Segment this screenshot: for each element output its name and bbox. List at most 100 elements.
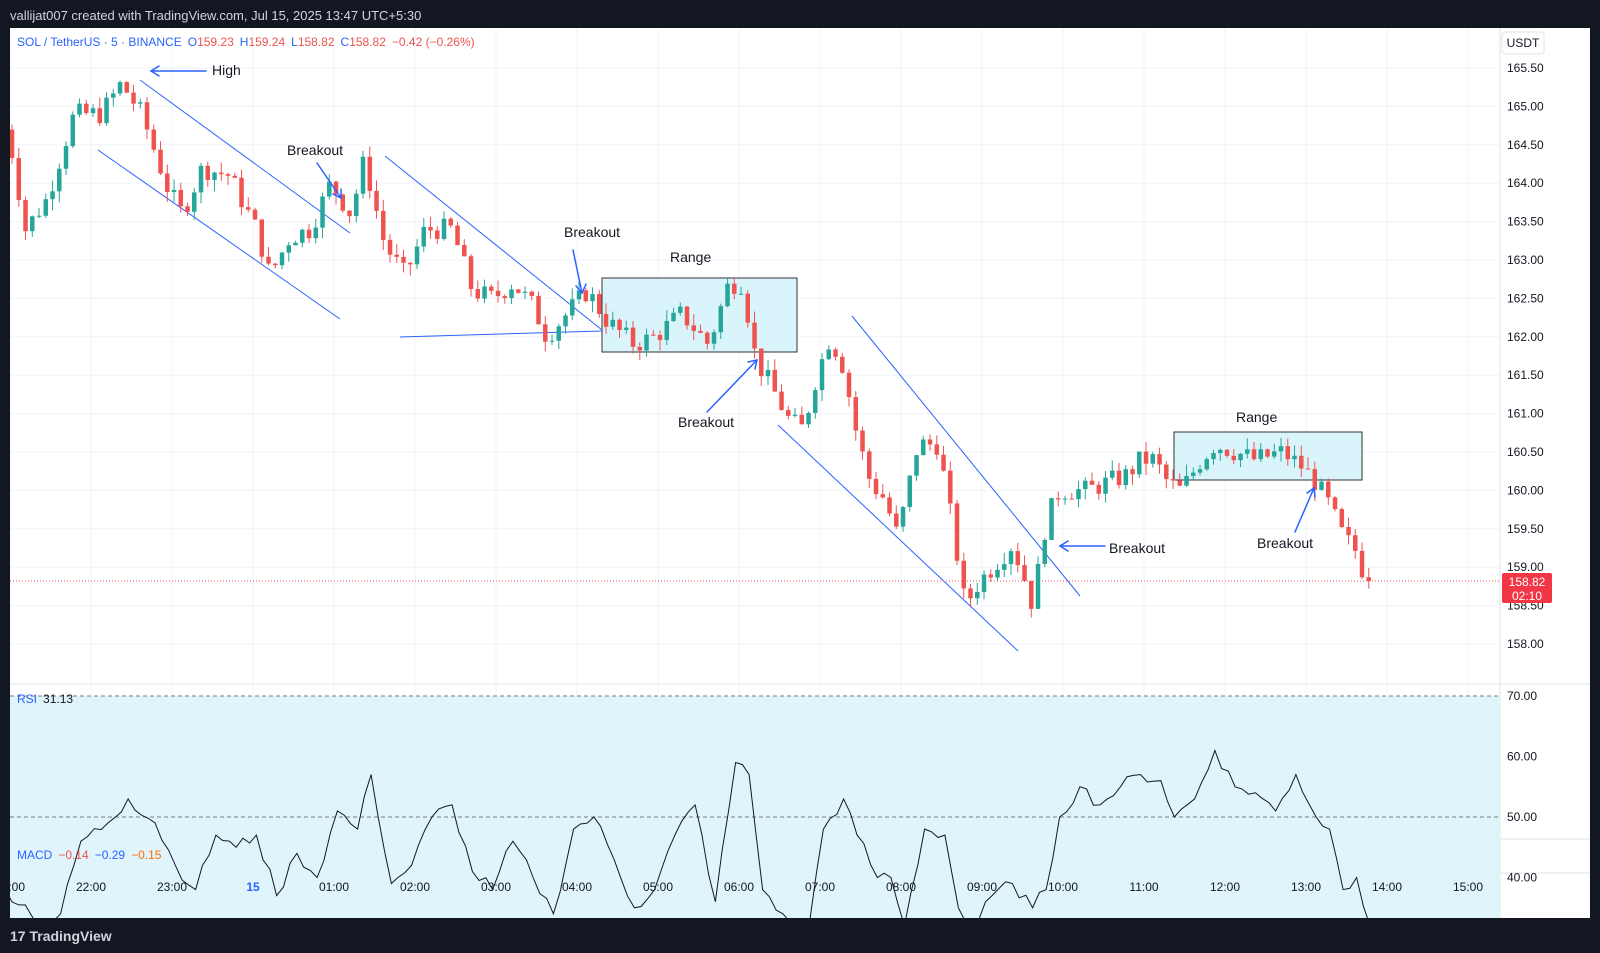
- candle[interactable]: [97, 97, 103, 126]
- candle[interactable]: [1022, 555, 1027, 583]
- candle[interactable]: [165, 164, 170, 202]
- candle[interactable]: [171, 179, 177, 202]
- candle[interactable]: [583, 287, 589, 303]
- candle[interactable]: [988, 569, 994, 582]
- candle[interactable]: [117, 80, 123, 97]
- candle[interactable]: [1069, 492, 1075, 500]
- candle[interactable]: [759, 348, 764, 386]
- candle[interactable]: [576, 281, 582, 305]
- candle[interactable]: [239, 169, 244, 216]
- arrow-breakout-5[interactable]: [1294, 486, 1316, 533]
- candle[interactable]: [327, 174, 332, 200]
- candle[interactable]: [981, 570, 987, 600]
- candle[interactable]: [671, 307, 676, 322]
- rsi-axis[interactable]: 70.00 60.00 50.00 40.00: [1507, 689, 1537, 885]
- candle[interactable]: [921, 435, 926, 456]
- candle[interactable]: [401, 249, 406, 273]
- candle[interactable]: [738, 286, 744, 295]
- candle[interactable]: [77, 98, 82, 118]
- candle[interactable]: [867, 448, 872, 488]
- candle[interactable]: [320, 192, 325, 239]
- candle[interactable]: [1164, 461, 1169, 489]
- candle[interactable]: [252, 207, 258, 220]
- candle[interactable]: [1089, 472, 1095, 485]
- candle[interactable]: [1197, 465, 1203, 476]
- candle[interactable]: [637, 342, 643, 361]
- candle[interactable]: [907, 474, 913, 512]
- candle[interactable]: [826, 345, 832, 361]
- candle[interactable]: [57, 163, 62, 203]
- candle[interactable]: [273, 263, 278, 269]
- candle[interactable]: [1130, 465, 1135, 485]
- trendline-2-lower[interactable]: [399, 330, 603, 338]
- candle[interactable]: [70, 111, 76, 149]
- candle[interactable]: [610, 311, 616, 330]
- candle[interactable]: [711, 329, 717, 350]
- trendline-3-upper[interactable]: [851, 315, 1081, 597]
- candle[interactable]: [387, 234, 393, 263]
- candle[interactable]: [421, 217, 427, 253]
- label-breakout-4[interactable]: Breakout: [1109, 540, 1165, 556]
- candle[interactable]: [1211, 449, 1216, 465]
- candle[interactable]: [1359, 542, 1365, 580]
- candle[interactable]: [502, 294, 508, 304]
- candle[interactable]: [347, 210, 352, 224]
- label-high[interactable]: High: [212, 62, 241, 78]
- candle[interactable]: [590, 287, 595, 313]
- candle[interactable]: [603, 303, 609, 334]
- macd-legend[interactable]: MACD −0.14 −0.29 −0.15: [17, 848, 162, 862]
- label-breakout-2[interactable]: Breakout: [564, 224, 620, 240]
- candle[interactable]: [718, 303, 724, 339]
- candle[interactable]: [23, 196, 28, 241]
- candle[interactable]: [529, 290, 535, 301]
- candle[interactable]: [819, 353, 825, 401]
- candle[interactable]: [1292, 445, 1297, 468]
- candle[interactable]: [1346, 517, 1351, 545]
- candle[interactable]: [1103, 470, 1108, 503]
- candle[interactable]: [853, 391, 859, 441]
- candle[interactable]: [630, 321, 636, 354]
- candle[interactable]: [975, 582, 980, 605]
- candle[interactable]: [1319, 478, 1324, 491]
- arrow-breakout-3[interactable]: [706, 359, 758, 413]
- candle[interactable]: [684, 305, 690, 330]
- candle[interactable]: [293, 240, 298, 246]
- candle[interactable]: [333, 180, 339, 205]
- candle[interactable]: [455, 221, 460, 246]
- candle[interactable]: [961, 552, 967, 599]
- candle[interactable]: [678, 302, 683, 316]
- candle[interactable]: [408, 261, 413, 276]
- legend-line[interactable]: SOL / TetherUS · 5 · BINANCE O159.23 H159.…: [17, 35, 475, 49]
- candle[interactable]: [1299, 445, 1304, 477]
- label-range-1[interactable]: Range: [670, 249, 711, 265]
- chart-canvas[interactable]: High Breakout Breakout Range Breakout Br…: [0, 28, 1590, 940]
- tradingview-logo[interactable]: 17 TradingView: [10, 928, 112, 944]
- candle[interactable]: [50, 180, 55, 211]
- candle[interactable]: [90, 104, 96, 118]
- candle[interactable]: [225, 172, 231, 185]
- candle[interactable]: [1008, 548, 1014, 575]
- candle[interactable]: [1035, 556, 1041, 609]
- candle[interactable]: [1258, 443, 1264, 462]
- candle[interactable]: [522, 286, 528, 300]
- candle[interactable]: [185, 202, 190, 216]
- candle[interactable]: [927, 434, 933, 451]
- trendline-3-lower[interactable]: [777, 424, 1019, 652]
- candle[interactable]: [860, 426, 865, 460]
- candle[interactable]: [657, 330, 663, 351]
- candle[interactable]: [246, 197, 251, 213]
- candle[interactable]: [1332, 496, 1338, 512]
- candle[interactable]: [900, 505, 906, 532]
- candle[interactable]: [840, 352, 845, 374]
- candle[interactable]: [138, 98, 143, 109]
- candle[interactable]: [1238, 452, 1243, 468]
- candle[interactable]: [792, 407, 798, 418]
- candle[interactable]: [381, 199, 386, 251]
- candle[interactable]: [104, 92, 109, 126]
- candle[interactable]: [1143, 441, 1149, 476]
- candle[interactable]: [279, 251, 285, 270]
- candle[interactable]: [1157, 447, 1162, 474]
- legend-symbol[interactable]: SOL / TetherUS · 5 · BINANCE: [17, 35, 182, 49]
- candle[interactable]: [1096, 481, 1102, 500]
- candle[interactable]: [1231, 449, 1237, 464]
